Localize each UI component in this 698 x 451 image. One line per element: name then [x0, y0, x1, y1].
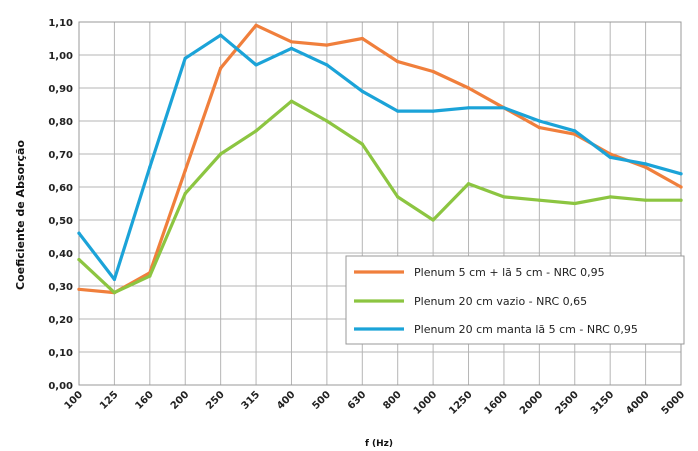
- data-point: [148, 274, 152, 278]
- data-point: [254, 23, 258, 27]
- x-tick-label: 2500: [553, 389, 580, 416]
- data-point: [643, 198, 648, 202]
- series-line-1: [77, 23, 683, 295]
- y-tick-label: 0,30: [48, 282, 73, 293]
- data-point: [219, 66, 223, 70]
- y-tick-label: 0,00: [48, 381, 73, 392]
- data-point: [643, 162, 648, 166]
- x-tick-label: 100: [63, 389, 86, 412]
- y-tick-label: 1,00: [48, 51, 73, 62]
- plot-area-border: [78, 21, 682, 386]
- data-point: [77, 287, 81, 291]
- data-point: [289, 99, 294, 103]
- legend: Plenum 5 cm + lã 5 cm - NRC 0,95 Plenum 2…: [345, 255, 685, 345]
- data-point: [502, 195, 506, 199]
- x-tick-labels: 100 125 160 200 250 315 400 500 630 800 1000 1250 16…: [63, 389, 688, 416]
- data-point: [254, 129, 258, 133]
- data-point: [679, 198, 683, 202]
- data-point: [396, 60, 400, 64]
- x-tick-label: 1000: [412, 389, 439, 416]
- y-tick-label: 0,40: [48, 249, 73, 260]
- data-point: [431, 218, 435, 222]
- data-point: [254, 63, 258, 67]
- data-point: [148, 165, 152, 169]
- data-point: [77, 231, 81, 235]
- legend-label: Plenum 20 cm vazio - NRC 0,65: [414, 295, 587, 308]
- data-point: [112, 291, 117, 295]
- series-line-3: [77, 33, 683, 281]
- legend-label: Plenum 20 cm manta lã 5 cm - NRC 0,95: [414, 323, 638, 336]
- x-tick-label: 315: [240, 389, 263, 412]
- data-point: [360, 36, 364, 41]
- x-tick-label: 3150: [589, 389, 616, 416]
- legend-label: Plenum 5 cm + lã 5 cm - NRC 0,95: [414, 266, 605, 279]
- y-tick-labels: 0,00 0,10 0,20 0,30 0,40 0,50 0,60 0,70 0,80 0,90…: [48, 18, 73, 392]
- data-point: [643, 165, 648, 169]
- data-point: [537, 126, 541, 130]
- y-tick-label: 1,10: [48, 18, 73, 29]
- data-point: [325, 119, 329, 123]
- series-lines: [77, 23, 683, 295]
- data-point: [325, 63, 329, 67]
- x-tick-label: 125: [98, 389, 121, 412]
- data-point: [466, 106, 471, 110]
- y-tick-label: 0,20: [48, 315, 73, 326]
- data-point: [183, 56, 187, 60]
- x-tick-label: 1250: [447, 389, 474, 416]
- data-point: [679, 185, 683, 189]
- y-tick-label: 0,60: [48, 183, 73, 194]
- data-point: [183, 192, 187, 196]
- y-tick-label: 0,80: [48, 117, 73, 128]
- data-point: [537, 119, 541, 123]
- y-tick-label: 0,70: [48, 150, 73, 161]
- x-tick-label: 200: [169, 389, 192, 412]
- y-tick-label: 0,50: [48, 216, 73, 227]
- x-tick-label: 5000: [660, 389, 687, 416]
- data-point: [289, 40, 294, 44]
- data-point: [431, 109, 435, 113]
- x-tick-label: 2000: [518, 389, 545, 416]
- series-line-2: [77, 99, 683, 295]
- x-tick-label: 1600: [483, 389, 510, 416]
- data-point: [77, 258, 81, 262]
- x-tick-label: 4000: [624, 389, 651, 416]
- data-point: [537, 198, 541, 202]
- data-point: [679, 172, 683, 176]
- data-point: [219, 152, 223, 156]
- x-tick-label: 250: [204, 389, 227, 412]
- x-tick-label: 400: [275, 389, 298, 412]
- data-point: [608, 195, 612, 199]
- data-point: [396, 195, 400, 199]
- y-axis-title: Coeficiente de Absorção: [14, 140, 27, 290]
- x-tick-label: 800: [381, 389, 404, 412]
- x-tick-label: 160: [133, 389, 156, 412]
- data-point: [112, 277, 117, 281]
- x-tick-label: 500: [310, 389, 333, 412]
- x-axis-title: f (Hz): [365, 439, 393, 449]
- y-tick-label: 0,10: [48, 348, 73, 359]
- data-point: [325, 43, 329, 47]
- x-tick-label: 630: [346, 389, 369, 412]
- data-point: [289, 46, 294, 51]
- y-tick-label: 0,90: [48, 84, 73, 95]
- data-point: [360, 142, 364, 146]
- data-point: [573, 129, 577, 133]
- data-point: [183, 168, 187, 173]
- data-point: [466, 182, 471, 186]
- data-point: [431, 69, 435, 74]
- data-point: [219, 33, 223, 37]
- data-point: [396, 109, 400, 113]
- data-point: [608, 155, 612, 159]
- data-point: [466, 86, 471, 90]
- data-point: [360, 89, 364, 93]
- data-point: [502, 106, 506, 110]
- data-point: [573, 201, 577, 206]
